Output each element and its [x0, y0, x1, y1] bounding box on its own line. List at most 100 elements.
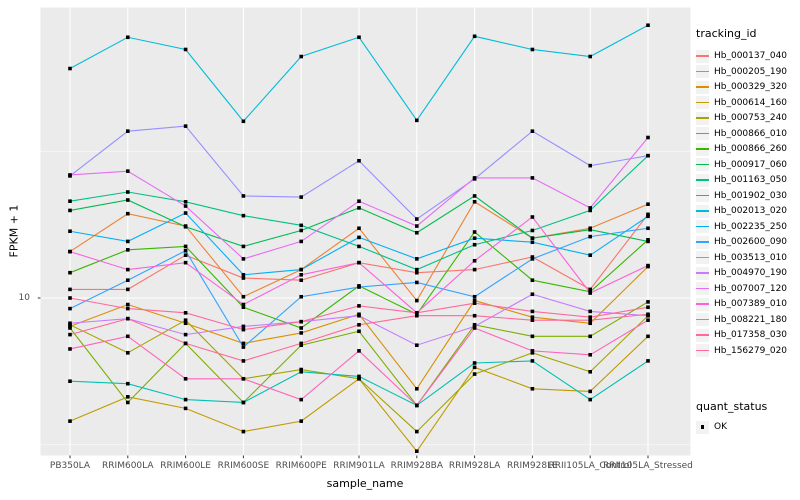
data-point: [299, 319, 303, 324]
data-point: [357, 329, 361, 334]
data-point: [646, 300, 650, 304]
data-point: [588, 163, 592, 168]
data-point: [183, 332, 188, 337]
data-point: [241, 244, 246, 249]
legend-key-line: [696, 334, 709, 336]
data-point: [472, 176, 477, 180]
data-point: [299, 228, 303, 233]
legend-key-icon: [696, 111, 709, 125]
legend-label: Hb_008221_180: [714, 314, 788, 325]
data-point: [530, 278, 535, 283]
data-point: [299, 369, 303, 374]
y-axis-title: FPKM + 1: [7, 204, 21, 258]
data-point: [126, 334, 130, 339]
data-point: [241, 400, 246, 405]
legend-item-Hb_001902_030: Hb_001902_030: [696, 189, 787, 203]
data-point: [357, 260, 361, 265]
legend-title-quant-status: quant_status: [696, 400, 768, 413]
data-point: [241, 327, 246, 332]
data-point: [183, 260, 188, 265]
data-point: [646, 359, 650, 363]
data-point: [126, 351, 130, 355]
legend-key-icon: [696, 328, 709, 342]
data-point: [415, 311, 419, 315]
legend-label: Hb_007389_010: [714, 299, 788, 309]
data-point: [241, 305, 246, 310]
legend-item-Hb_002013_020: Hb_002013_020: [696, 204, 787, 218]
data-point: [183, 311, 188, 315]
data-point: [299, 195, 303, 199]
data-point: [530, 334, 535, 339]
data-point: [588, 309, 592, 314]
data-point: [530, 215, 535, 219]
x-axis-title: sample_name: [326, 477, 404, 490]
data-point: [415, 217, 419, 221]
data-point: [415, 280, 419, 285]
legend-key-line: [696, 194, 709, 197]
data-point: [241, 345, 246, 349]
legend-label: Hb_000917_060: [714, 159, 788, 170]
data-point: [472, 313, 477, 318]
data-point: [299, 278, 303, 283]
data-point: [588, 389, 592, 394]
data-point: [472, 365, 477, 370]
legend-item-Hb_002600_090: Hb_002600_090: [696, 235, 787, 249]
legend-key-icon: [696, 344, 709, 357]
legend-item-Hb_001163_050: Hb_001163_050: [696, 173, 787, 187]
x-tick-label: RRIM928BA: [391, 461, 444, 471]
data-point: [299, 341, 303, 346]
data-point: [646, 305, 650, 310]
data-point: [68, 419, 72, 423]
data-point: [183, 204, 188, 208]
legend-key-icon: [696, 313, 709, 326]
data-point: [183, 248, 188, 253]
data-point: [126, 169, 130, 173]
data-point: [241, 294, 246, 299]
data-point: [646, 239, 650, 244]
data-point: [646, 318, 650, 322]
data-point: [588, 227, 592, 232]
data-point: [415, 270, 419, 275]
data-point: [530, 255, 535, 259]
data-point: [299, 326, 303, 330]
data-point: [357, 158, 361, 163]
data-point: [530, 228, 535, 233]
data-point: [646, 212, 650, 217]
data-point: [68, 208, 72, 213]
data-point: [530, 318, 535, 322]
data-point: [415, 313, 419, 318]
x-tick-label: RRIM928LE: [507, 461, 558, 471]
data-point: [241, 429, 246, 434]
legend-item-Hb_000205_190: Hb_000205_190: [696, 65, 787, 79]
legend-label: Hb_000866_010: [714, 128, 788, 139]
legend-label: Hb_003513_010: [714, 252, 788, 263]
x-tick-label: RRIM928LA: [449, 461, 501, 471]
legend-key-icon: [696, 80, 709, 94]
data-point: [646, 135, 650, 140]
data-point: [646, 334, 650, 339]
legend-label: Hb_002013_020: [714, 206, 788, 216]
data-point: [68, 199, 72, 203]
data-point: [357, 226, 361, 231]
legend-key-line: [696, 117, 709, 119]
data-point: [183, 253, 188, 257]
legend-key-line: [696, 101, 709, 104]
data-point: [357, 376, 361, 381]
data-point: [126, 306, 130, 311]
x-tick-label: RRIM901LA: [333, 461, 385, 471]
data-point: [126, 198, 130, 202]
legend-item-Hb_000137_040: Hb_000137_040: [696, 49, 787, 63]
x-tick-label: RRII105LA_Stressed: [603, 461, 693, 471]
legend-label: Hb_000137_040: [714, 51, 788, 61]
legend-title-tracking-id: tracking_id: [696, 27, 757, 40]
legend-key-line: [696, 132, 709, 135]
legend-key-line: [696, 163, 709, 166]
data-point: [126, 211, 130, 216]
x-tick-label: RRII105LA_Control: [548, 461, 631, 471]
legend-key-ok: [696, 420, 709, 434]
data-point: [357, 349, 361, 353]
data-point: [299, 272, 303, 277]
data-point: [646, 312, 650, 317]
legend-label: Hb_004970_190: [714, 268, 788, 278]
data-point: [530, 351, 535, 355]
